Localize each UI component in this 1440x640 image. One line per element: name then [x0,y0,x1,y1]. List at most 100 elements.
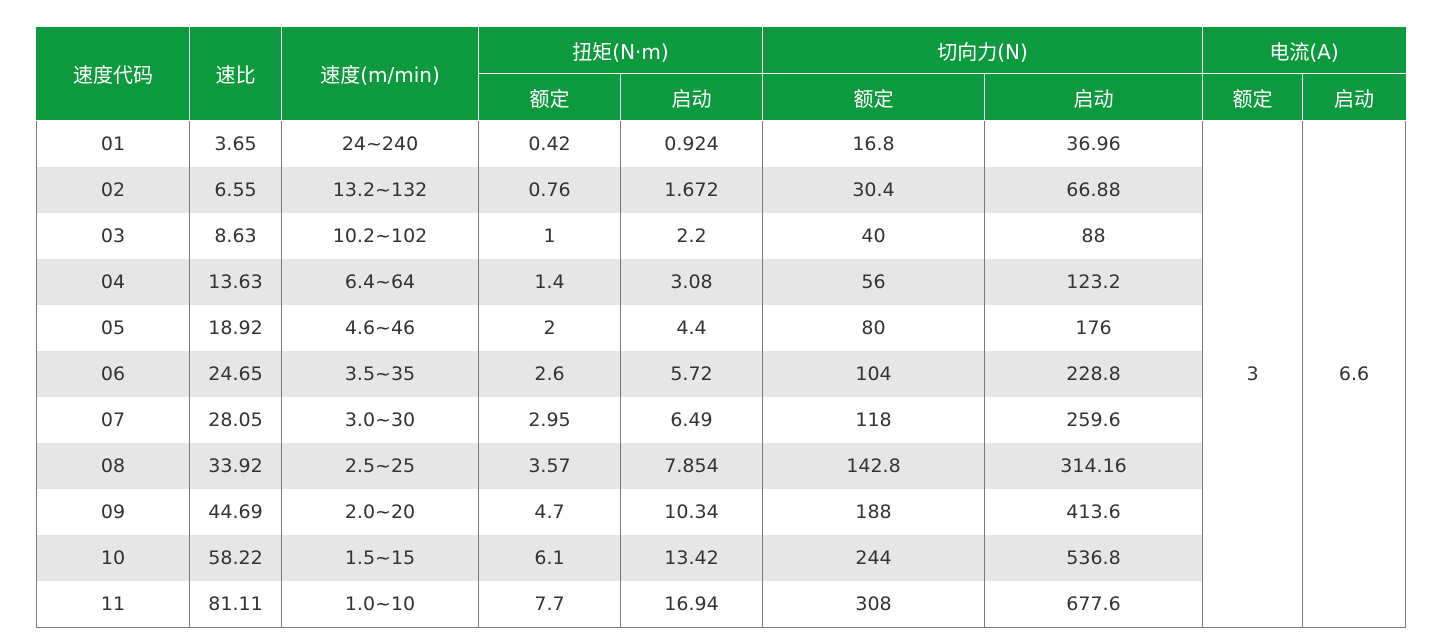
cell-speed: 10.2~102 [281,213,479,259]
cell-speed-code: 02 [36,167,190,213]
header-current-rated: 额定 [1202,73,1304,121]
table-row: 04 13.63 6.4~64 1.4 3.08 56 123.2 [36,259,1406,305]
cell-force-start: 259.6 [983,397,1204,443]
header-torque-rated: 额定 [478,73,621,121]
table-row: 01 3.65 24~240 0.42 0.924 16.8 36.96 3 6.6 [36,120,1407,628]
cell-torque-start: 4.4 [620,305,763,351]
header-force-start: 启动 [983,73,1204,121]
table-row: 09 44.69 2.0~20 4.7 10.34 188 413.6 [36,489,1406,535]
cell-ratio: 13.63 [189,259,282,305]
cell-speed-code: 06 [36,351,190,397]
cell-ratio: 3.65 [189,120,282,167]
cell-torque-start: 3.08 [620,259,763,305]
cell-force-rated: 30.4 [762,167,985,213]
cell-speed: 24~240 [281,120,479,167]
table-row: 08 33.92 2.5~25 3.57 7.854 142.8 314.16 [36,443,1406,489]
header-torque-start: 启动 [620,73,763,121]
table-body: 01 3.65 24~240 0.42 0.924 16.8 36.96 3 6.6 02 6.55… [36,120,1407,628]
cell-torque-start: 16.94 [620,581,763,628]
cell-ratio: 33.92 [189,443,282,489]
header-force-rated: 额定 [762,73,985,121]
header-current: 电流(A) [1202,27,1407,74]
cell-speed-code: 10 [36,535,190,581]
cell-force-rated: 104 [762,351,985,397]
cell-speed: 1.5~15 [281,535,479,581]
cell-torque-rated: 3.57 [478,443,621,489]
cell-force-start: 123.2 [983,259,1204,305]
header-torque: 扭矩(N·m) [478,27,763,74]
cell-force-rated: 188 [762,489,985,535]
cell-speed-code: 01 [36,120,190,167]
cell-force-rated: 16.8 [762,120,985,167]
cell-ratio: 18.92 [189,305,282,351]
header-speed-code: 速度代码 [36,27,190,121]
table-row: 10 58.22 1.5~15 6.1 13.42 244 536.8 [36,535,1406,581]
cell-speed: 2.0~20 [281,489,479,535]
spec-table: 速度代码 速比 速度(m/min) 扭矩(N·m) 切向力(N) 电流(A) 额… [36,27,1407,628]
cell-torque-rated: 2 [478,305,621,351]
cell-torque-rated: 1.4 [478,259,621,305]
cell-speed: 2.5~25 [281,443,479,489]
cell-force-start: 228.8 [983,351,1204,397]
cell-torque-start: 13.42 [620,535,763,581]
cell-force-rated: 244 [762,535,985,581]
cell-torque-start: 2.2 [620,213,763,259]
table-header: 速度代码 速比 速度(m/min) 扭矩(N·m) 切向力(N) 电流(A) 额… [36,27,1407,121]
cell-speed-code: 11 [36,581,190,628]
cell-force-start: 413.6 [983,489,1204,535]
header-current-start: 启动 [1302,73,1407,121]
cell-speed: 6.4~64 [281,259,479,305]
cell-torque-start: 1.672 [620,167,763,213]
spec-table-container: 速度代码 速比 速度(m/min) 扭矩(N·m) 切向力(N) 电流(A) 额… [36,27,1407,628]
cell-ratio: 58.22 [189,535,282,581]
cell-torque-rated: 0.42 [478,120,621,167]
cell-torque-rated: 1 [478,213,621,259]
cell-speed: 3.0~30 [281,397,479,443]
cell-force-start: 88 [983,213,1204,259]
table-row: 05 18.92 4.6~46 2 4.4 80 176 [36,305,1406,351]
cell-force-start: 176 [983,305,1204,351]
cell-ratio: 81.11 [189,581,282,628]
cell-current-start: 6.6 [1302,120,1407,628]
cell-torque-rated: 7.7 [478,581,621,628]
cell-force-rated: 118 [762,397,985,443]
header-speed: 速度(m/min) [281,27,479,121]
cell-speed: 13.2~132 [281,167,479,213]
cell-ratio: 24.65 [189,351,282,397]
cell-torque-rated: 2.6 [478,351,621,397]
table-row: 11 81.11 1.0~10 7.7 16.94 308 677.6 [36,581,1406,628]
cell-speed-code: 03 [36,213,190,259]
cell-force-rated: 40 [762,213,985,259]
cell-torque-start: 7.854 [620,443,763,489]
cell-speed-code: 09 [36,489,190,535]
cell-force-start: 677.6 [983,581,1204,628]
cell-force-rated: 142.8 [762,443,985,489]
table-row: 03 8.63 10.2~102 1 2.2 40 88 [36,213,1406,259]
cell-force-rated: 80 [762,305,985,351]
cell-force-start: 66.88 [983,167,1204,213]
cell-force-start: 314.16 [983,443,1204,489]
cell-torque-rated: 0.76 [478,167,621,213]
cell-current-rated: 3 [1202,120,1304,628]
cell-ratio: 28.05 [189,397,282,443]
cell-speed: 1.0~10 [281,581,479,628]
cell-speed: 4.6~46 [281,305,479,351]
cell-torque-rated: 2.95 [478,397,621,443]
cell-torque-start: 0.924 [620,120,763,167]
table-row: 06 24.65 3.5~35 2.6 5.72 104 228.8 [36,351,1406,397]
cell-force-rated: 56 [762,259,985,305]
cell-force-rated: 308 [762,581,985,628]
cell-ratio: 6.55 [189,167,282,213]
cell-ratio: 8.63 [189,213,282,259]
table-row: 02 6.55 13.2~132 0.76 1.672 30.4 66.88 [36,167,1406,213]
cell-speed-code: 04 [36,259,190,305]
cell-torque-rated: 6.1 [478,535,621,581]
cell-torque-start: 6.49 [620,397,763,443]
cell-force-start: 36.96 [983,120,1204,167]
cell-speed-code: 07 [36,397,190,443]
cell-torque-start: 5.72 [620,351,763,397]
header-tangential-force: 切向力(N) [761,27,1204,74]
cell-speed-code: 08 [36,443,190,489]
header-ratio: 速比 [189,27,282,121]
cell-force-start: 536.8 [983,535,1204,581]
